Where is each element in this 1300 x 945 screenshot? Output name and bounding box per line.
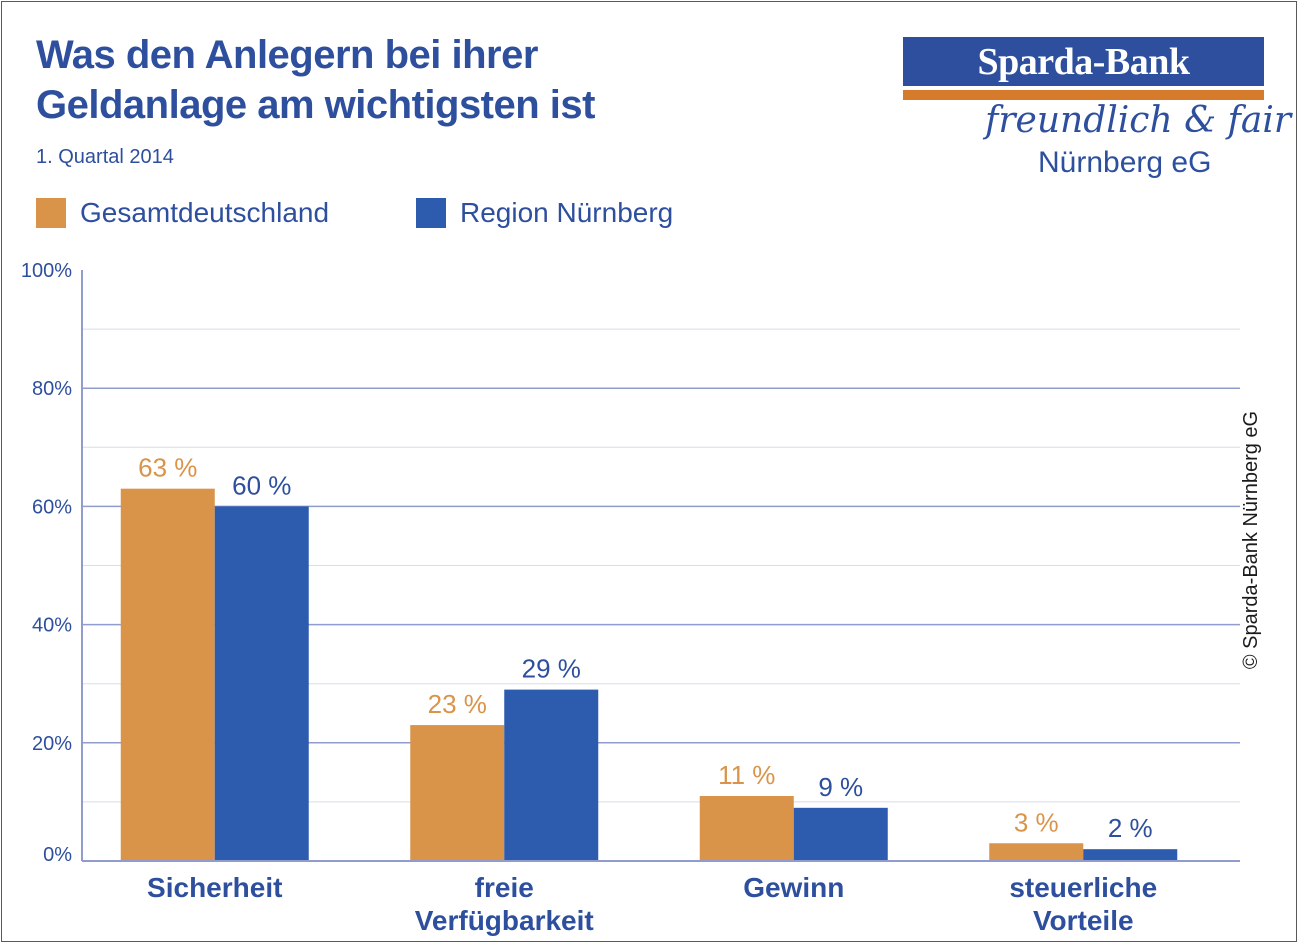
data-label: 3 % [1014, 807, 1059, 837]
legend-label-gesamtdeutschland: Gesamtdeutschland [80, 197, 330, 228]
bar-gesamtdeutschland [410, 725, 505, 861]
logo-city: Nürnberg eG [1038, 146, 1212, 179]
bar-gesamtdeutschland [989, 843, 1084, 861]
data-label: 60 % [232, 470, 291, 500]
legend-swatch-blue [416, 198, 446, 228]
data-label: 23 % [428, 689, 487, 719]
chart-subtitle: 1. Quartal 2014 [36, 146, 174, 168]
bar-region-nuernberg [504, 689, 599, 861]
legend-item-region-nuernberg: Region Nürnberg [416, 197, 673, 229]
logo-slogan: freundlich & fair [985, 100, 1292, 141]
y-tick-label: 80% [32, 378, 72, 400]
data-label: 11 % [718, 760, 775, 790]
data-label: 29 % [522, 654, 581, 684]
sparda-bank-logo: Sparda-Bank [903, 37, 1264, 86]
x-category-label: Gewinn [743, 872, 844, 903]
logo-orange-bar [903, 90, 1264, 100]
bar-region-nuernberg [793, 807, 888, 861]
x-category-label: Verfügbarkeit [415, 905, 594, 936]
data-label: 2 % [1108, 813, 1153, 843]
x-category-label: steuerliche [1009, 872, 1157, 903]
x-category-label: freie [475, 872, 534, 903]
data-label: 63 % [138, 453, 197, 483]
legend-item-gesamtdeutschland: Gesamtdeutschland [36, 197, 329, 229]
x-category-label: Vorteile [1033, 905, 1134, 936]
data-label: 9 % [818, 772, 863, 802]
logo-brand-text: Sparda-Bank [977, 40, 1190, 83]
y-tick-label: 100% [21, 260, 72, 282]
legend-swatch-orange [36, 198, 66, 228]
title-line-1: Was den Anlegern bei ihrer [36, 33, 538, 77]
bar-gesamtdeutschland [120, 488, 215, 861]
y-tick-label: 40% [32, 615, 72, 637]
legend-label-region-nuernberg: Region Nürnberg [460, 197, 674, 228]
y-tick-label: 60% [32, 496, 72, 518]
bar-region-nuernberg [214, 506, 309, 861]
x-category-label: Sicherheit [147, 872, 282, 903]
title-line-2: Geldanlage am wichtigsten ist [36, 83, 595, 127]
bar-gesamtdeutschland [699, 795, 794, 861]
y-tick-label: 0% [43, 844, 72, 866]
y-tick-label: 20% [32, 733, 72, 755]
chart-title: Was den Anlegern bei ihrer Geldanlage am… [36, 30, 595, 130]
bar-region-nuernberg [1083, 849, 1178, 861]
